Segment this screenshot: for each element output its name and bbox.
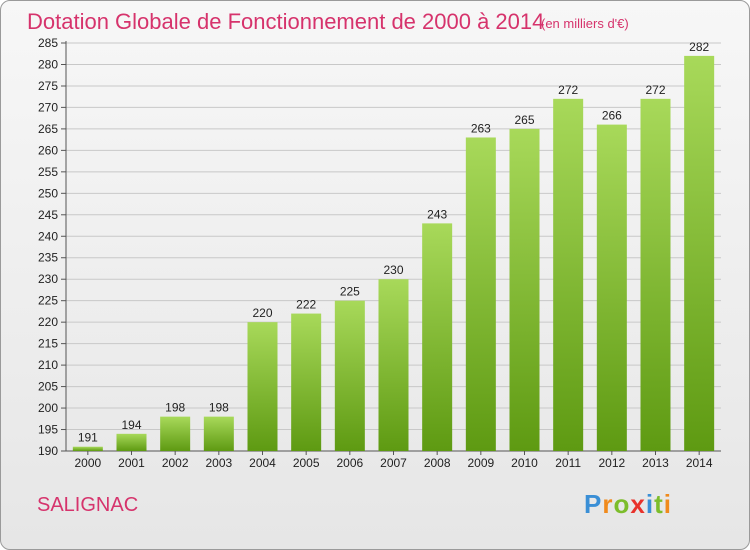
y-tick-label: 195 — [38, 423, 58, 437]
data-label: 194 — [121, 418, 141, 432]
chart-title: Dotation Globale de Fonctionnement de 20… — [27, 9, 545, 34]
y-tick-label: 275 — [38, 79, 58, 93]
bar — [640, 98, 671, 452]
y-tick-label: 190 — [38, 444, 58, 458]
data-label: 198 — [209, 401, 229, 415]
data-label: 191 — [78, 431, 98, 445]
bar — [553, 98, 584, 452]
bar — [465, 137, 496, 452]
data-label: 272 — [558, 83, 578, 97]
bar — [291, 313, 322, 451]
y-tick-label: 210 — [38, 358, 58, 372]
data-label: 198 — [165, 401, 185, 415]
y-tick-label: 220 — [38, 315, 58, 329]
x-tick-label: 2011 — [555, 456, 581, 470]
y-tick-label: 255 — [38, 165, 58, 179]
x-tick-label: 2000 — [74, 456, 101, 470]
bar — [378, 279, 409, 451]
bar — [684, 55, 715, 451]
bar — [596, 124, 627, 451]
y-tick-label: 200 — [38, 401, 58, 415]
chart-unit: (en milliers d'€) — [541, 16, 629, 31]
bar — [72, 446, 103, 451]
x-tick-label: 2014 — [686, 456, 713, 470]
logo-letter: o — [613, 489, 631, 519]
x-tick-label: 2007 — [380, 456, 407, 470]
x-tick-label: 2012 — [598, 456, 625, 470]
y-tick-label: 225 — [38, 294, 58, 308]
logo-letter: P — [584, 489, 603, 519]
y-tick-label: 230 — [38, 272, 58, 286]
data-label: 220 — [252, 306, 272, 320]
data-label: 282 — [689, 40, 709, 54]
x-tick-label: 2010 — [511, 456, 538, 470]
y-tick-label: 265 — [38, 122, 58, 136]
y-tick-label: 215 — [38, 337, 58, 351]
y-tick-label: 260 — [38, 143, 58, 157]
y-tick-label: 245 — [38, 208, 58, 222]
x-tick-label: 2004 — [249, 456, 276, 470]
data-label: 266 — [602, 109, 622, 123]
logo-letter: x — [630, 489, 646, 519]
bar — [509, 128, 540, 451]
bar — [160, 416, 191, 451]
y-tick-label: 205 — [38, 380, 58, 394]
y-tick-label: 240 — [38, 229, 58, 243]
logo-letter: t — [654, 489, 664, 519]
data-label: 225 — [340, 285, 360, 299]
logo-letter: r — [602, 489, 614, 519]
bar — [422, 223, 453, 451]
proxiti-logo: Proxiti — [584, 489, 672, 520]
bar — [116, 433, 147, 451]
y-tick-label: 235 — [38, 251, 58, 265]
data-label: 263 — [471, 121, 491, 135]
x-tick-label: 2001 — [118, 456, 145, 470]
x-tick-label: 2008 — [424, 456, 451, 470]
bar — [247, 322, 278, 451]
logo-letter: i — [663, 489, 672, 519]
logo-letter: i — [645, 489, 655, 519]
y-tick-label: 285 — [38, 36, 58, 50]
x-tick-label: 2002 — [162, 456, 189, 470]
x-tick-label: 2013 — [642, 456, 669, 470]
y-tick-label: 270 — [38, 100, 58, 114]
y-tick-label: 250 — [38, 186, 58, 200]
data-label: 272 — [645, 83, 665, 97]
x-tick-label: 2003 — [205, 456, 232, 470]
data-label: 265 — [514, 113, 534, 127]
x-tick-label: 2005 — [293, 456, 320, 470]
x-tick-label: 2006 — [336, 456, 363, 470]
x-tick-label: 2009 — [467, 456, 494, 470]
commune-name: SALIGNAC — [37, 494, 139, 516]
data-label: 222 — [296, 298, 316, 312]
data-label: 243 — [427, 207, 447, 221]
data-label: 230 — [383, 263, 403, 277]
bar — [334, 300, 365, 451]
y-tick-label: 280 — [38, 57, 58, 71]
bar — [203, 416, 234, 451]
